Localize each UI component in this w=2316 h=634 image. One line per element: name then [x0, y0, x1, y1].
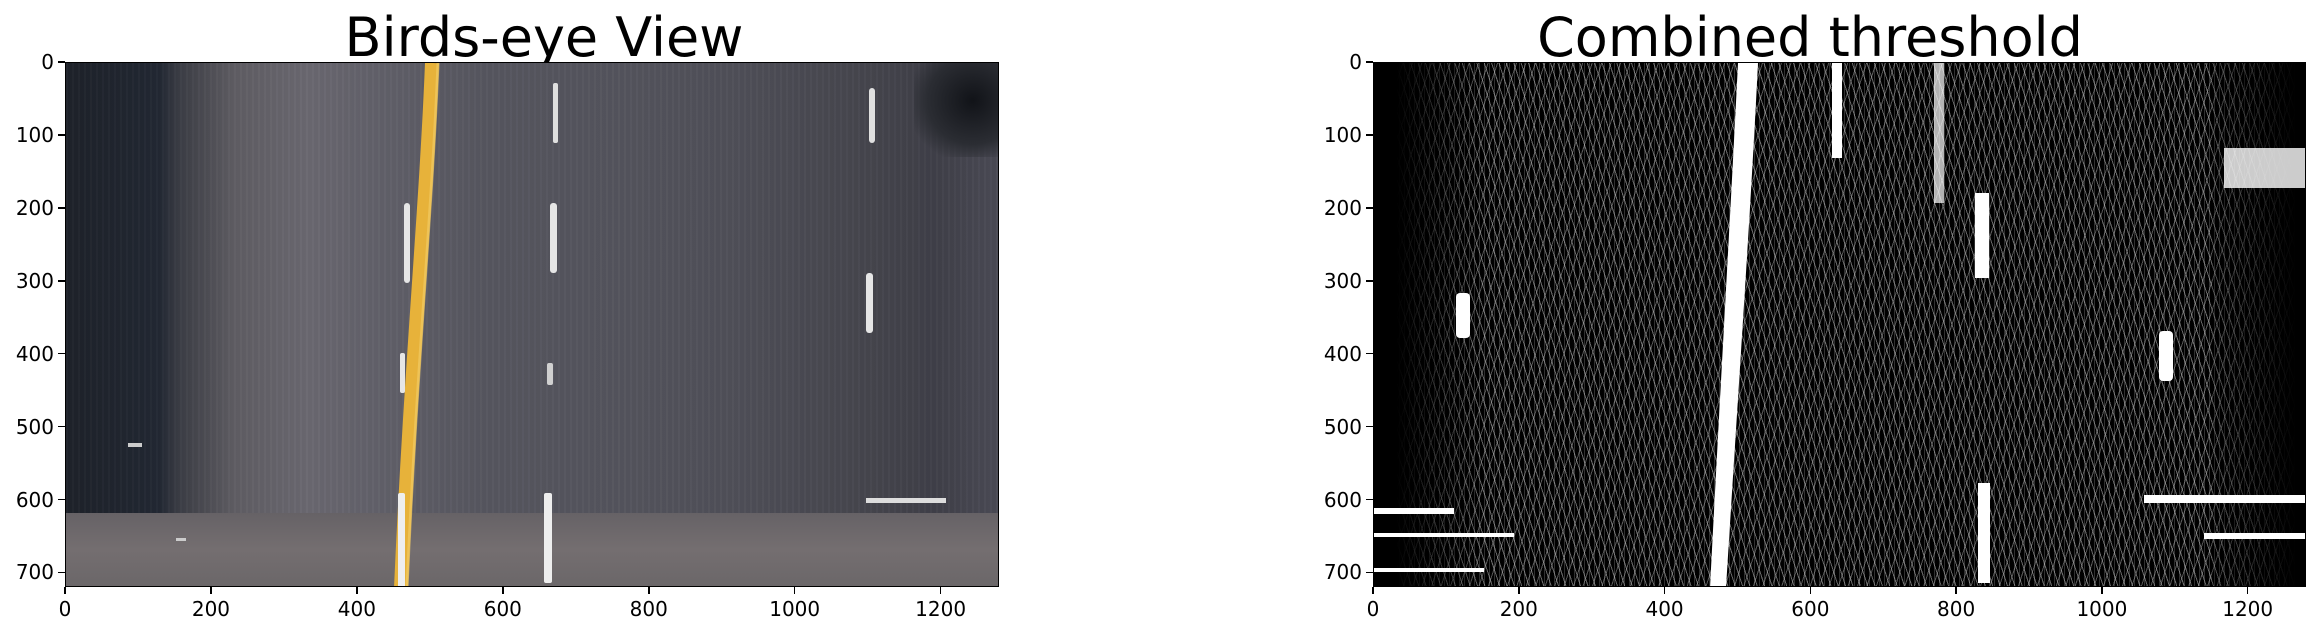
y-tick: [1366, 572, 1373, 574]
y-tick-label: 500: [1324, 415, 1362, 439]
threshold-title: Combined threshold: [1320, 6, 2300, 69]
x-tick-label: 800: [630, 597, 668, 621]
x-tick: [1810, 587, 1812, 594]
x-tick-label: 800: [1937, 597, 1975, 621]
x-tick-label: 400: [1645, 597, 1683, 621]
threshold-panel: Combined threshold: [1290, 0, 2316, 634]
birds-eye-image: [65, 62, 999, 587]
x-tick-label: 1000: [769, 597, 820, 621]
y-tick-label: 500: [16, 415, 54, 439]
x-tick-label: 400: [338, 597, 376, 621]
lane-markings: [66, 63, 999, 587]
x-tick: [1372, 587, 1374, 594]
birds-eye-title: Birds-eye View: [44, 6, 1044, 69]
y-tick: [1366, 134, 1373, 136]
y-tick: [1366, 207, 1373, 209]
x-tick: [940, 587, 942, 594]
x-tick: [64, 587, 66, 594]
y-tick-label: 100: [1324, 123, 1362, 147]
white-dash-8: [544, 493, 552, 583]
x-tick-label: 600: [1791, 597, 1829, 621]
x-tick: [648, 587, 650, 594]
yellow-lane-line: [401, 63, 432, 587]
x-tick: [502, 587, 504, 594]
y-tick: [1366, 280, 1373, 282]
y-tick-label: 100: [16, 123, 54, 147]
y-tick: [58, 499, 65, 501]
y-tick: [1366, 353, 1373, 355]
y-tick-label: 600: [16, 488, 54, 512]
white-dash-3: [400, 353, 405, 393]
y-tick: [58, 572, 65, 574]
y-tick-label: 200: [1324, 196, 1362, 220]
right-lane-blob-1: [1832, 63, 1842, 158]
left-lane-blob: [1710, 63, 1758, 587]
y-tick: [58, 353, 65, 355]
x-tick: [794, 587, 796, 594]
threshold-image: [1373, 62, 2306, 587]
right-lane-blob-3: [1978, 483, 1990, 583]
y-tick: [58, 426, 65, 428]
y-tick-label: 700: [16, 560, 54, 584]
y-tick-label: 400: [1324, 342, 1362, 366]
birds-eye-panel: Birds-eye View: [0, 0, 1100, 634]
y-tick: [1366, 426, 1373, 428]
x-tick: [356, 587, 358, 594]
y-tick-label: 0: [1349, 50, 1362, 74]
threshold-lane-blobs: [1374, 63, 2306, 587]
y-tick-label: 0: [41, 50, 54, 74]
y-tick: [58, 134, 65, 136]
y-tick-label: 600: [1324, 488, 1362, 512]
y-tick: [58, 207, 65, 209]
right-lane-blob-2: [1975, 193, 1989, 278]
x-tick: [1955, 587, 1957, 594]
x-tick: [210, 587, 212, 594]
y-tick-label: 300: [1324, 269, 1362, 293]
white-dash-7: [547, 363, 553, 385]
x-tick-label: 600: [484, 597, 522, 621]
x-tick-label: 0: [1367, 597, 1380, 621]
x-tick-label: 0: [59, 597, 72, 621]
y-tick-label: 300: [16, 269, 54, 293]
white-dash-2: [404, 203, 410, 283]
white-dash-5: [553, 83, 558, 143]
y-tick: [1366, 499, 1373, 501]
y-tick-label: 700: [1324, 560, 1362, 584]
y-tick: [1366, 61, 1373, 63]
x-tick-label: 200: [192, 597, 230, 621]
y-tick: [58, 61, 65, 63]
x-tick-label: 1200: [915, 597, 966, 621]
y-tick-label: 400: [16, 342, 54, 366]
white-dash-6: [550, 203, 557, 273]
x-tick: [1664, 587, 1666, 594]
x-tick: [2247, 587, 2249, 594]
x-tick-label: 1200: [2222, 597, 2273, 621]
y-tick-label: 200: [16, 196, 54, 220]
white-dash-4: [398, 493, 405, 587]
x-tick: [2101, 587, 2103, 594]
x-tick: [1518, 587, 1520, 594]
y-tick: [58, 280, 65, 282]
x-tick-label: 1000: [2076, 597, 2127, 621]
x-tick-label: 200: [1500, 597, 1538, 621]
